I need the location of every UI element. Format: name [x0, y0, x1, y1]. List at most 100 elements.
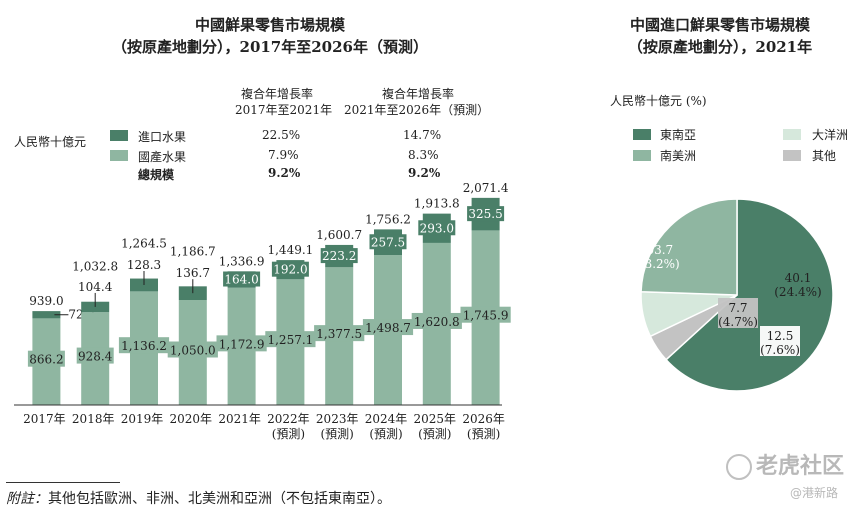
x-tick-label-8-1: (預測) — [418, 427, 451, 441]
pie-value-label-1: 7.7 — [728, 301, 747, 315]
x-tick-label-6-1: (預測) — [321, 427, 354, 441]
pie-chart-title-line1: 中國進口鮮果零售市場規模 — [629, 16, 810, 34]
domestic-label-4: 1,172.9 — [219, 337, 265, 351]
total-label-7: 1,756.2 — [365, 212, 411, 226]
legend-swatch-imported — [110, 130, 128, 141]
watermark-logo-icon — [726, 454, 752, 480]
domestic-label-bg-2 — [118, 337, 170, 354]
domestic-label-bg-4 — [216, 335, 267, 352]
total-label-0: 939.0 — [29, 294, 63, 308]
domestic-label-bg-5 — [265, 331, 316, 348]
domestic-label-bg-8 — [411, 312, 462, 329]
cagr2-imported: 14.7% — [403, 128, 442, 142]
cagr-period-1: 2017年至2021年 — [235, 103, 333, 117]
legend-swatch-domestic — [110, 150, 128, 161]
domestic-label-2: 1,136.2 — [121, 339, 167, 353]
domestic-label-9: 1,745.9 — [463, 309, 509, 323]
pie-chart-title-line2: （按原產地劃分），2021年 — [627, 38, 813, 56]
pie-legend-swatch-sa — [633, 150, 651, 161]
footnote-rule — [6, 482, 120, 483]
legend-label-total: 總規模 — [138, 168, 175, 182]
total-label-2: 1,264.5 — [121, 237, 167, 251]
pie-value-label-2: 12.5 — [767, 329, 794, 343]
x-tick-label-7-1: (預測) — [369, 427, 402, 441]
pie-legend-label-sa: 南美洲 — [660, 149, 697, 163]
pie-legend-swatch-oceania — [783, 129, 801, 140]
imported-label-bg-5 — [271, 261, 309, 277]
x-tick-label-0-0: 2017年 — [23, 412, 66, 426]
bar-group-6: 1,377.5 223.2 1,600.7 — [314, 228, 365, 405]
bar-chart-title-line2: （按原產地劃分），2017年至2026年（預測） — [112, 38, 428, 56]
pie-value-label-0: 103.7 — [639, 243, 673, 257]
pie-legend-label-oceania: 大洋洲 — [812, 128, 849, 142]
pie-slice-3 — [640, 198, 738, 296]
x-tick-label-5-0: 2022年 — [267, 412, 310, 426]
domestic-label-6: 1,377.5 — [316, 327, 362, 341]
x-tick-label-8-0: 2025年 — [414, 412, 457, 426]
bar-group-9: 1,745.9 325.5 2,071.4 — [460, 181, 511, 405]
total-label-3: 1,186.7 — [170, 244, 216, 258]
bar-group-4: 1,172.9 164.0 1,336.9 — [216, 254, 267, 405]
watermark: 老虎社区 — [726, 448, 844, 480]
pie-legend-label-other: 其他 — [812, 149, 837, 163]
x-tick-label-6-0: 2023年 — [316, 412, 359, 426]
pie-chart-unit: 人民幣十億元 (%) — [610, 94, 707, 108]
x-tick-label-7-0: 2024年 — [365, 412, 408, 426]
bar-chart: 866.272.7939.0 2017年 928.4 104.4 1,032.8 2018… — [14, 181, 511, 441]
footnote-text: 其他包括歐洲、非洲、北美洲和亞洲（不包括東南亞）。 — [48, 491, 391, 507]
bar-group-5: 1,257.1 192.0 1,449.1 — [265, 243, 316, 405]
bar-group-7: 1,498.7 257.5 1,756.2 — [362, 212, 414, 405]
imported-label-1: 104.4 — [78, 280, 113, 294]
pie-legend-label-sea: 東南亞 — [660, 128, 697, 142]
domestic-label-bg-7 — [362, 319, 414, 336]
x-tick-label-5-1: (預測) — [272, 427, 305, 441]
domestic-label-bg-6 — [314, 325, 365, 342]
imported-label-5: 192.0 — [273, 263, 307, 277]
footnote-label: 附註： — [6, 491, 48, 507]
footnote: 附註：其他包括歐洲、非洲、北美洲和亞洲（不包括東南亞）。 — [6, 488, 391, 508]
bar-imported-0 — [32, 311, 61, 319]
pie-value-label-3: 40.1 — [785, 271, 812, 285]
imported-label-2: 128.3 — [127, 258, 161, 272]
bar-chart-unit: 人民幣十億元 — [14, 135, 87, 149]
bar-group-8: 1,620.8 293.0 1,913.8 — [411, 197, 462, 405]
imported-label-4: 164.0 — [224, 273, 258, 287]
imported-label-9: 325.5 — [468, 207, 502, 221]
bar-chart-title-line1: 中國鮮果零售市場規模 — [194, 16, 345, 34]
x-tick-label-9-0: 2026年 — [462, 412, 505, 426]
bar-group-3: 1,050.0 136.7 1,186.7 — [167, 244, 218, 405]
imported-label-bg-4 — [223, 271, 261, 287]
domestic-label-7: 1,498.7 — [365, 321, 411, 335]
pie-pct-label-1: (4.7%) — [718, 315, 758, 329]
legend-label-imported: 進口水果 — [138, 130, 187, 144]
pie-label-bg-1 — [718, 298, 758, 328]
total-label-9: 2,071.4 — [463, 181, 509, 195]
total-label-8: 1,913.8 — [414, 197, 460, 211]
watermark-sub: @港新路 — [790, 486, 839, 500]
legend-label-domestic: 國產水果 — [138, 150, 187, 164]
cagr-header-1: 複合年增長率 — [241, 87, 314, 101]
x-tick-label-4-0: 2021年 — [218, 412, 261, 426]
bar-group-1: 928.4 104.4 1,032.8 — [72, 260, 118, 405]
total-label-6: 1,600.7 — [316, 228, 362, 242]
imported-label-bg-6 — [320, 248, 358, 264]
domestic-label-bg-9 — [460, 306, 511, 323]
cagr-period-2: 2021年至2026年（預測） — [344, 103, 490, 117]
cagr2-total: 9.2% — [408, 166, 441, 180]
domestic-label-bg-3 — [167, 341, 218, 358]
x-tick-label-9-1: (預測) — [467, 427, 500, 441]
domestic-label-bg-1 — [76, 347, 114, 364]
total-label-4: 1,336.9 — [219, 254, 265, 268]
domestic-label-0: 866.2 — [29, 353, 63, 367]
imported-label-7: 257.5 — [371, 235, 405, 249]
cagr2-domestic: 8.3% — [408, 148, 439, 162]
domestic-label-5: 1,257.1 — [267, 333, 313, 347]
x-tick-label-3-0: 2020年 — [170, 412, 213, 426]
imported-label-bg-7 — [369, 234, 407, 250]
imported-label-bg-9 — [467, 206, 505, 222]
bar-group-2: 1,136.2 128.3 1,264.5 — [118, 237, 170, 405]
total-label-1: 1,032.8 — [72, 260, 118, 274]
pie-chart: 103.7(63.2%) 7.7(4.7%) 12.5(7.6%) 40.1(24.4… — [632, 198, 834, 392]
domestic-label-bg-0 — [27, 350, 65, 367]
pie-pct-label-0: (63.2%) — [632, 257, 679, 271]
